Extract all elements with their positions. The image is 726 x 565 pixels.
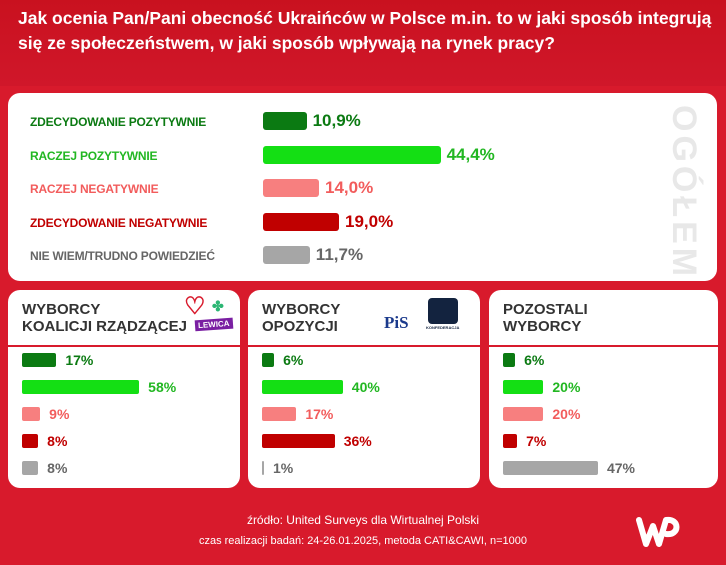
wp-logo xyxy=(636,512,680,552)
chart-row: 20% xyxy=(489,379,718,395)
bar xyxy=(262,407,297,421)
konfederacja-logo-text: KONFEDERACJA xyxy=(426,325,460,330)
value-label: 40% xyxy=(351,379,380,395)
panel-title: WYBORCY KOALICJI RZĄDZĄCEJ xyxy=(22,301,187,335)
value-label: 17% xyxy=(305,406,334,422)
clover-logo-icon: ✤ xyxy=(212,298,224,314)
chart-row: 1% xyxy=(248,460,480,476)
value-label: 8% xyxy=(47,433,68,449)
bar xyxy=(263,246,310,264)
value-label: 47% xyxy=(606,460,635,476)
chart-row: 8% xyxy=(8,460,240,476)
bar xyxy=(262,353,275,367)
category-label: NIE WIEM/TRUDNO POWIEDZIEĆ xyxy=(30,249,215,263)
bar xyxy=(503,407,544,421)
panel-title-line1: POZOSTALI xyxy=(503,301,588,318)
bar xyxy=(22,380,140,394)
chart-row: 6% xyxy=(248,352,480,368)
chart-row: 17% xyxy=(8,352,240,368)
value-label: 20% xyxy=(552,406,581,422)
value-label: 10,9% xyxy=(312,111,361,130)
panel-title-line1: WYBORCY xyxy=(22,301,101,318)
source-text: źródło: United Surveys dla Wirtualnej Po… xyxy=(246,513,480,527)
konfederacja-logo xyxy=(428,298,458,324)
chart-row: 36% xyxy=(248,433,480,449)
bar xyxy=(263,179,319,197)
panel-opposition: WYBORCY OPOZYCJI PiS KONFEDERACJA 6% 40% 17… xyxy=(248,290,480,488)
value-label: 58% xyxy=(148,379,177,395)
bar xyxy=(22,407,41,421)
bar xyxy=(22,434,39,448)
lewica-logo: LEWICA xyxy=(194,317,233,332)
bar xyxy=(503,380,544,394)
category-label: ZDECYDOWANIE NEGATYWNIE xyxy=(30,215,208,230)
bar xyxy=(263,112,307,130)
chart-row: ZDECYDOWANIE NEGATYWNIE 19,0% xyxy=(8,211,717,233)
overall-card: OGÓŁEM ZDECYDOWANIE POZYTYWNIE 10,9% RACZE… xyxy=(8,93,717,281)
bar xyxy=(503,353,516,367)
bar xyxy=(503,461,598,475)
chart-row: NIE WIEM/TRUDNO POWIEDZIEĆ 11,7% xyxy=(8,245,717,266)
panel-title-line1: WYBORCY xyxy=(262,301,341,318)
category-label: RACZEJ POZYTYWNIE xyxy=(30,148,158,163)
value-label: 9% xyxy=(49,406,70,422)
bar xyxy=(503,434,518,448)
chart-row: 6% xyxy=(489,352,718,368)
panel-title-line2: WYBORCY xyxy=(503,318,582,335)
chart-row: 9% xyxy=(8,406,240,422)
value-label: 44,4% xyxy=(446,144,495,164)
value-label: 1% xyxy=(273,460,294,476)
bar xyxy=(262,434,335,448)
divider xyxy=(8,345,240,347)
chart-row: 17% xyxy=(248,406,480,422)
value-label: 20% xyxy=(552,379,581,395)
panel-title-line2: KOALICJI RZĄDZĄCEJ xyxy=(22,318,188,335)
chart-row: 47% xyxy=(489,460,718,476)
value-label: 17% xyxy=(65,352,94,368)
value-label: 7% xyxy=(526,433,547,449)
bar xyxy=(263,145,441,164)
chart-row: ZDECYDOWANIE POZYTYWNIE 10,9% xyxy=(8,111,717,132)
header: Jak ocenia Pan/Pani obecność Ukraińców w… xyxy=(0,0,726,86)
value-label: 19,0% xyxy=(345,211,394,231)
category-label: ZDECYDOWANIE POZYTYWNIE xyxy=(30,115,207,129)
overall-label: OGÓŁEM xyxy=(665,105,703,281)
bar xyxy=(263,212,339,231)
chart-row: 58% xyxy=(8,379,240,395)
method-text: czas realizacji badań: 24-26.01.2025, me… xyxy=(198,535,528,547)
chart-row: 20% xyxy=(489,406,718,422)
panel-others: POZOSTALI WYBORCY 6% 20% 20% 7% 47% xyxy=(489,290,718,488)
chart-row: RACZEJ NEGATYWNIE 14,0% xyxy=(8,178,717,199)
chart-row: 40% xyxy=(248,379,480,395)
pis-logo: PiS xyxy=(384,313,409,332)
panel-title: POZOSTALI WYBORCY xyxy=(503,301,588,335)
panel-title-line2: OPOZYCJI xyxy=(262,318,338,335)
value-label: 36% xyxy=(343,433,372,449)
divider xyxy=(248,345,480,347)
value-label: 11,7% xyxy=(315,245,364,264)
bar xyxy=(262,380,343,394)
bar xyxy=(22,461,39,475)
value-label: 14,0% xyxy=(325,178,374,197)
bar xyxy=(22,353,57,367)
divider xyxy=(489,345,718,347)
chart-row: 8% xyxy=(8,433,240,449)
category-label: RACZEJ NEGATYWNIE xyxy=(30,182,159,196)
panel-coalition: WYBORCY KOALICJI RZĄDZĄCEJ ♡ ✤ LEWICA 17%… xyxy=(8,290,240,488)
heart-logo-icon: ♡ xyxy=(184,293,206,320)
chart-row: 7% xyxy=(489,433,718,449)
bar xyxy=(262,461,265,475)
chart-row: RACZEJ POZYTYWNIE 44,4% xyxy=(8,144,717,166)
value-label: 6% xyxy=(283,352,304,368)
panel-title: WYBORCY OPOZYCJI xyxy=(262,301,340,335)
value-label: 8% xyxy=(47,460,68,476)
chart-title: Jak ocenia Pan/Pani obecność Ukraińców w… xyxy=(18,8,712,53)
value-label: 6% xyxy=(524,352,545,368)
